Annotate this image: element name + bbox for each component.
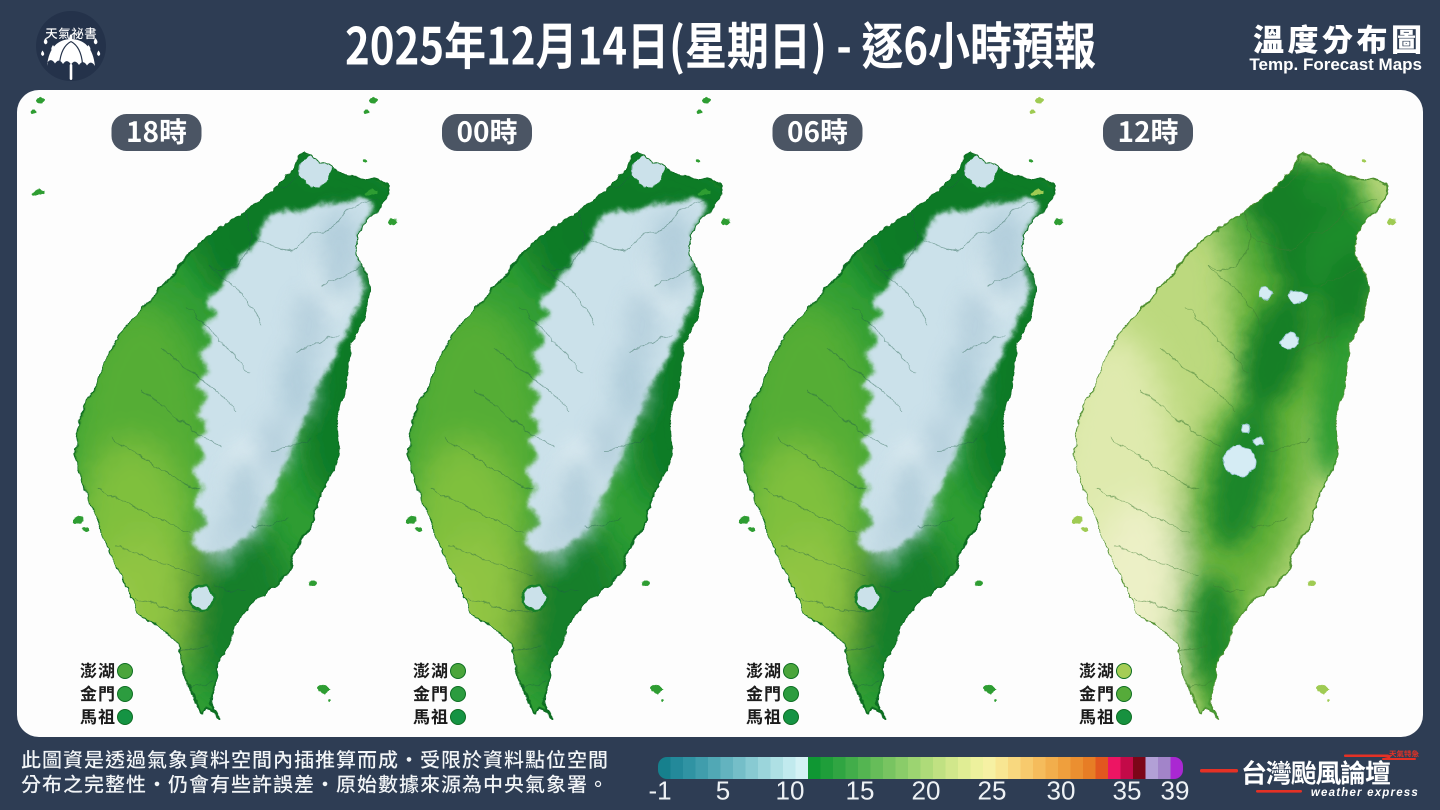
svg-text:weather express: weather express [1311, 787, 1419, 799]
svg-text:10: 10 [776, 776, 805, 806]
svg-text:Temp. Forecast Maps: Temp. Forecast Maps [1249, 55, 1422, 74]
svg-text:15: 15 [846, 776, 875, 806]
svg-text:-1: -1 [648, 776, 671, 806]
svg-text:30: 30 [1047, 776, 1076, 806]
svg-text:39: 39 [1161, 776, 1190, 806]
svg-text:25: 25 [978, 776, 1007, 806]
svg-text:20: 20 [912, 776, 941, 806]
svg-text:35: 35 [1113, 776, 1142, 806]
svg-text:5: 5 [716, 776, 730, 806]
